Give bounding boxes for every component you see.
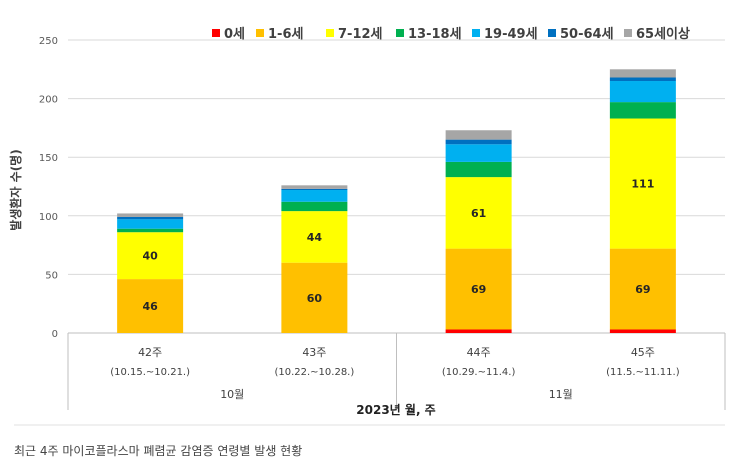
category-range-0: (10.15.~10.21.): [110, 367, 190, 378]
bar-7-12세-44주: [445, 177, 512, 249]
bar-0세-45주: [609, 329, 676, 333]
category-week-2: 44주: [467, 346, 491, 359]
legend-swatch-50-64세: [548, 29, 556, 37]
legend-swatch-1-6세: [256, 29, 264, 37]
legend-label-65세이상: 65세이상: [636, 26, 690, 42]
category-range-1: (10.22.~10.28.): [274, 367, 354, 378]
legend-swatch-65세이상: [624, 29, 632, 37]
data-label-7-12세-44주: 61: [471, 207, 486, 220]
y-tick-150: 150: [39, 153, 58, 164]
y-axis-label: 발생환자 수(명): [8, 149, 23, 230]
bars: [117, 69, 676, 333]
bar-13-18세-43주: [281, 201, 348, 212]
y-tick-200: 200: [39, 95, 58, 106]
bar-1-6세-42주: [117, 279, 184, 333]
bar-65세이상-44주: [445, 130, 512, 140]
legend-label-13-18세: 13-18세: [408, 27, 462, 42]
legend-swatch-19-49세: [472, 29, 480, 37]
legend-label-7-12세: 7-12세: [338, 27, 383, 42]
bar-1-6세-43주: [281, 262, 348, 333]
month-label-0: 10월: [220, 388, 244, 401]
bar-7-12세-43주: [281, 211, 348, 263]
bar-19-49세-43주: [281, 190, 348, 202]
bar-1-6세-44주: [445, 248, 512, 330]
bar-1-6세-45주: [609, 248, 676, 330]
y-tick-0: 0: [52, 329, 58, 340]
category-axis-table: [14, 333, 726, 426]
data-label-7-12세-45주: 111: [631, 178, 654, 191]
legend-label-1-6세: 1-6세: [268, 27, 303, 42]
x-axis-label: 2023년 월, 주: [356, 402, 435, 417]
category-range-3: (11.5.~11.11.): [606, 367, 680, 378]
y-tick-250: 250: [39, 36, 58, 47]
legend: 0세 1-6세 7-12세 13-18세 19-49세 50-64세 65세이상: [212, 26, 690, 42]
legend-label-19-49세: 19-49세: [484, 27, 538, 42]
bar-0세-44주: [445, 329, 512, 333]
y-tick-50: 50: [45, 270, 58, 281]
bar-65세이상-42주: [117, 213, 184, 217]
month-label-1: 11월: [549, 388, 573, 401]
bar-19-49세-42주: [117, 219, 184, 229]
legend-label-0세: 0세: [224, 27, 245, 42]
bar-19-49세-45주: [609, 81, 676, 103]
bar-50-64세-45주: [609, 77, 676, 82]
legend-swatch-13-18세: [396, 29, 404, 37]
bar-50-64세-44주: [445, 139, 512, 145]
bar-7-12세-45주: [609, 118, 676, 249]
y-axis-ticks: 0 50 100 150 200 250: [39, 36, 58, 340]
bar-data-labels: 46 40 60 44 69 61 69 111: [142, 178, 654, 313]
data-label-1-6세-42주: 46: [142, 300, 158, 313]
data-label-7-12세-42주: 40: [142, 250, 158, 263]
data-label-1-6세-44주: 69: [471, 283, 486, 296]
legend-swatch-7-12세: [326, 29, 334, 37]
bar-13-18세-42주: [117, 228, 184, 233]
bar-19-49세-44주: [445, 144, 512, 162]
data-label-7-12세-43주: 44: [307, 231, 323, 244]
bar-65세이상-45주: [609, 69, 676, 78]
legend-label-50-64세: 50-64세: [560, 27, 614, 42]
category-labels: 42주 (10.15.~10.21.) 43주 (10.22.~10.28.) 44주 (…: [110, 346, 679, 378]
category-week-0: 42주: [138, 346, 162, 359]
bar-50-64세-42주: [117, 216, 184, 220]
data-label-1-6세-43주: 60: [307, 292, 323, 305]
bar-65세이상-43주: [281, 185, 348, 189]
chart-caption: 최근 4주 마이코플라스마 폐렴균 감염증 연령별 발생 현황: [14, 444, 303, 458]
stacked-bar-chart: 0 50 100 150 200 250 발생환자 수(명) 46 40 60 44 69 61 69…: [8, 26, 726, 426]
bar-13-18세-45주: [609, 102, 676, 119]
category-week-3: 45주: [631, 346, 655, 359]
bar-13-18세-44주: [445, 161, 512, 178]
category-range-2: (10.29.~11.4.): [442, 367, 516, 378]
bar-50-64세-43주: [281, 188, 348, 191]
category-week-1: 43주: [302, 346, 326, 359]
legend-swatch-0세: [212, 29, 220, 37]
y-tick-100: 100: [39, 212, 58, 223]
data-label-1-6세-45주: 69: [635, 283, 650, 296]
bar-7-12세-42주: [117, 232, 184, 280]
month-labels: 10월 11월: [220, 388, 573, 401]
